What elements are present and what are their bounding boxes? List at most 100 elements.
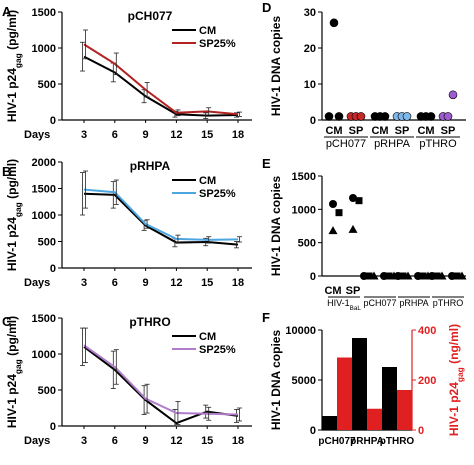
x-tick-label: 9 xyxy=(143,435,149,447)
x-tick-label: 3 xyxy=(81,129,87,141)
data-point-triangle xyxy=(403,271,413,280)
x-tick-label: 12 xyxy=(170,435,182,447)
data-point-triangle xyxy=(457,271,467,280)
y-tick-label: 1500 xyxy=(32,313,56,325)
x-tick-label: 12 xyxy=(170,129,182,141)
group-label: pRHPA xyxy=(374,138,411,150)
x-tick-label: 15 xyxy=(201,435,213,447)
y-tick-label: 500 xyxy=(38,385,56,397)
y-tick-label: 30 xyxy=(304,7,316,19)
y-tick-label: 10000 xyxy=(285,325,316,337)
series-line xyxy=(83,55,239,117)
y-tick-label: 1000 xyxy=(32,43,56,55)
panel-letter: B xyxy=(2,164,11,179)
data-point-circle xyxy=(329,200,337,208)
data-point-square xyxy=(433,272,441,280)
x-tick-label: 3 xyxy=(81,435,87,447)
pair-label: CM xyxy=(371,125,388,137)
data-point xyxy=(324,112,334,121)
x-tick-label: 15 xyxy=(201,277,213,289)
group-label: pCH077 xyxy=(363,298,396,308)
y-tick-label: 1500 xyxy=(32,7,56,19)
panel-letter: A xyxy=(2,4,12,19)
y-tick-label: 0 xyxy=(310,425,316,437)
legend-entry: SP25% xyxy=(199,344,236,356)
data-point-circle xyxy=(349,194,357,202)
y-tick-label: 1000 xyxy=(32,210,56,222)
x-tick-label: 6 xyxy=(112,435,118,447)
y-axis-label: HIV-1 DNA copies xyxy=(269,16,283,117)
data-point-square xyxy=(399,272,407,280)
y-tick-label: 2000 xyxy=(32,157,56,169)
bar xyxy=(397,390,412,430)
data-point-square xyxy=(355,197,363,205)
legend-entry: CM xyxy=(199,331,216,343)
bar xyxy=(367,408,382,430)
panel-letter: E xyxy=(262,156,271,171)
category-label: pTHRO xyxy=(380,436,415,447)
y-tick-label: 500 xyxy=(38,79,56,91)
y2-tick-label: 0 xyxy=(418,425,424,437)
series-line xyxy=(83,345,239,425)
pair-label: SP xyxy=(349,125,364,137)
data-point-square xyxy=(335,209,343,217)
y-tick-label: 10 xyxy=(304,79,316,91)
x-tick-label: 3 xyxy=(81,277,87,289)
series-line xyxy=(83,344,239,416)
x-tick-label: 15 xyxy=(201,129,213,141)
series-line xyxy=(83,192,239,246)
pair-label: CM xyxy=(324,285,341,297)
pair-label: SP xyxy=(395,125,410,137)
y-tick-label: 0 xyxy=(310,115,316,127)
data-point-triangle xyxy=(369,271,379,280)
y-tick-label: 1000 xyxy=(32,349,56,361)
pair-label: CM xyxy=(325,125,342,137)
bar xyxy=(322,416,337,430)
bar xyxy=(352,338,367,430)
group-label: pTHRO xyxy=(433,298,464,308)
data-point-square xyxy=(419,272,427,280)
x-tick-label: 18 xyxy=(232,277,244,289)
panel-title: pCH077 xyxy=(128,9,173,23)
bar xyxy=(382,367,397,430)
y-tick-label: 500 xyxy=(38,237,56,249)
y-tick-label: 0 xyxy=(310,271,316,283)
pair-label: CM xyxy=(417,125,434,137)
pair-label: SP xyxy=(346,285,361,297)
x-tick-label: 6 xyxy=(112,277,118,289)
data-point xyxy=(402,112,412,121)
bar xyxy=(337,357,352,430)
data-point xyxy=(329,18,339,28)
x-tick-label: 18 xyxy=(232,435,244,447)
y-tick-label: 0 xyxy=(50,421,56,433)
data-point-triangle xyxy=(437,271,447,280)
data-point xyxy=(426,112,436,121)
y-tick-label: 0 xyxy=(50,263,56,275)
panel-letter: D xyxy=(262,0,271,15)
series-line xyxy=(83,188,239,241)
y-axis-label: HIV-1 DNA copies xyxy=(269,176,283,277)
x-tick-label: 6 xyxy=(112,129,118,141)
legend-entry: SP25% xyxy=(199,188,236,200)
group-label: HIV-1BaL xyxy=(327,298,361,312)
x-tick-label: 18 xyxy=(232,129,244,141)
panel-letter: C xyxy=(2,314,12,329)
panel-title: pRHPA xyxy=(130,159,171,173)
panel-letter: F xyxy=(262,310,270,325)
group-label: pCH077 xyxy=(326,138,366,150)
x-axis-label: Days xyxy=(24,435,50,447)
category-label: pCH077 xyxy=(318,436,356,447)
series-line xyxy=(83,43,239,116)
data-point xyxy=(334,112,344,121)
x-tick-label: 9 xyxy=(143,129,149,141)
y-axis-label: HIV-1 p24gag (pg/ml) xyxy=(5,10,23,122)
y-tick-label: 1500 xyxy=(292,171,316,183)
data-point xyxy=(356,112,366,121)
legend-entry: CM xyxy=(199,25,216,37)
category-label: pRHPA xyxy=(350,436,384,447)
y2-axis-label: HIV-1 p24gag (ng/ml) xyxy=(447,324,465,436)
data-point-square xyxy=(385,272,393,280)
data-point-triangle xyxy=(348,224,358,233)
y2-tick-label: 200 xyxy=(418,375,436,387)
